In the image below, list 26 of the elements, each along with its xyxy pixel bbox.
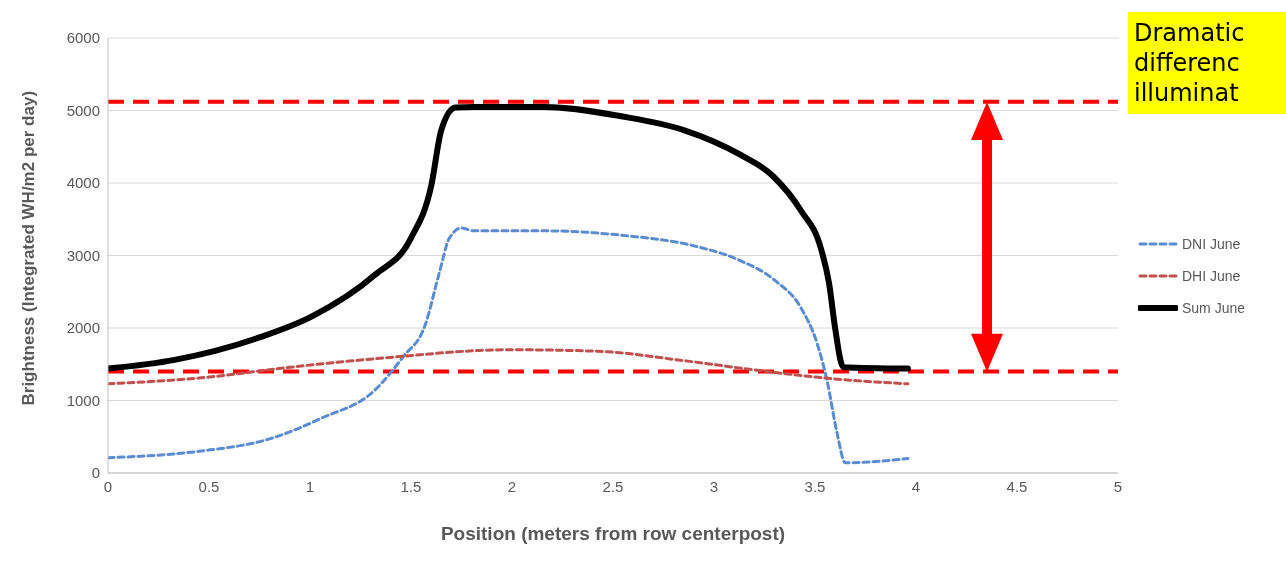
y-tick-label: 5000: [66, 101, 100, 119]
y-tick-label: 3000: [66, 246, 100, 264]
x-tick-label: 2.5: [602, 477, 624, 495]
text: Dramatic differenc illuminat: [1128, 12, 1286, 114]
x-tick-label: 5: [1113, 477, 1123, 495]
y-tick-label: 4000: [66, 174, 100, 192]
y-tick-label: 1000: [66, 391, 100, 409]
x-tick-label: 4: [911, 477, 921, 495]
x-tick-label: 2: [507, 477, 517, 495]
legend-label: DHI June: [1182, 268, 1241, 284]
x-axis-title: Position (meters from row centerpost): [440, 523, 786, 544]
y-tick-label: 2000: [66, 319, 100, 337]
y-tick-label: 6000: [66, 29, 100, 47]
x-tick-label: 0.5: [198, 477, 220, 495]
x-tick-label: 0: [103, 477, 113, 495]
x-tick-label: 1.5: [400, 477, 422, 495]
legend-label: DNI June: [1182, 236, 1241, 252]
x-tick-label: 3: [709, 477, 719, 495]
x-tick-label: 1: [305, 477, 315, 495]
y-tick-label: 0: [91, 464, 100, 482]
line-series: [108, 348, 910, 386]
x-tick-label: 3.5: [804, 477, 826, 495]
y-axis-title: Brightness (Integrated WH/m2 per day): [19, 90, 39, 406]
line-series: [108, 226, 910, 465]
legend-label: Sum June: [1182, 300, 1246, 316]
x-tick-label: 4.5: [1006, 477, 1028, 495]
